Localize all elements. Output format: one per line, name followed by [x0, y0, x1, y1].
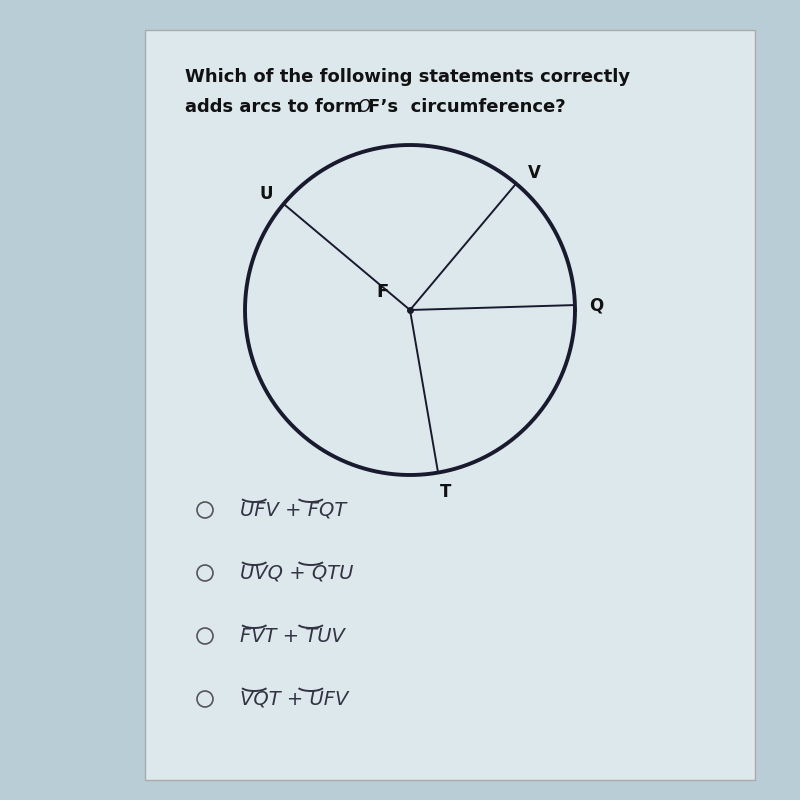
- Text: UVQ + QTU: UVQ + QTU: [240, 563, 354, 582]
- Text: T: T: [440, 483, 451, 501]
- Text: UFV + FQT: UFV + FQT: [240, 501, 346, 519]
- Text: V: V: [527, 164, 540, 182]
- Text: adds arcs to form: adds arcs to form: [185, 98, 369, 116]
- Text: U: U: [259, 185, 273, 202]
- FancyBboxPatch shape: [145, 30, 755, 780]
- Text: VQT + UFV: VQT + UFV: [240, 690, 348, 709]
- Text: O: O: [357, 98, 370, 116]
- Text: FVT + TUV: FVT + TUV: [240, 626, 345, 646]
- Text: Which of the following statements correctly: Which of the following statements correc…: [185, 68, 630, 86]
- Text: Q: Q: [589, 296, 603, 314]
- Text: F: F: [376, 283, 388, 301]
- Text: F’s  circumference?: F’s circumference?: [368, 98, 566, 116]
